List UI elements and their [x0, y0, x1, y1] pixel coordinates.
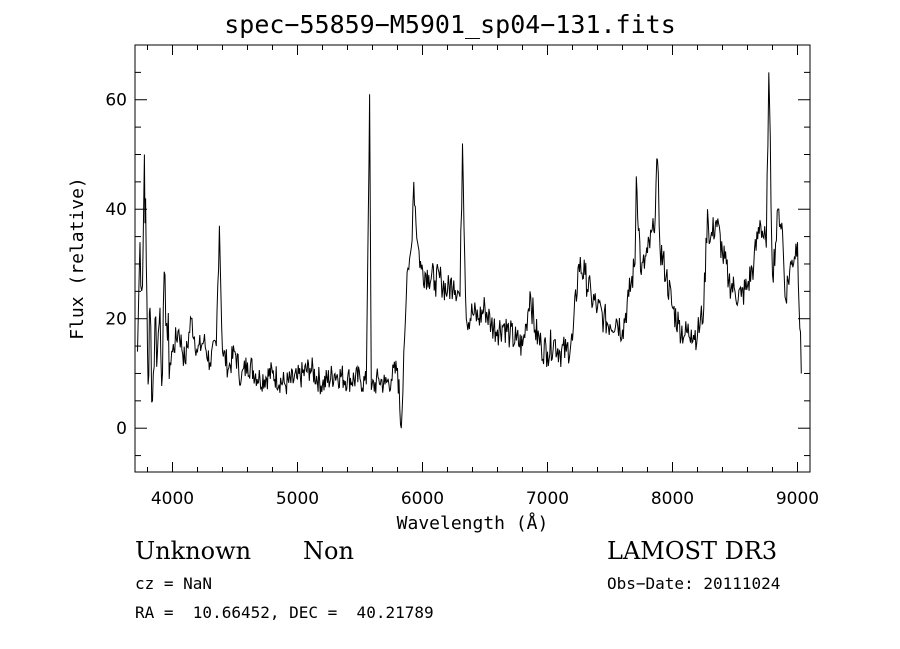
y-tick-label-2: 40: [105, 200, 127, 220]
x-tick-label-2: 6000: [401, 489, 444, 509]
ra-dec-label: RA = 10.66452, DEC = 40.21789: [135, 603, 434, 622]
y-axis-label: Flux (relative): [67, 177, 88, 340]
plot-frame: [134, 44, 811, 473]
y-tick-label-1: 20: [105, 310, 127, 330]
spectrum-line: [137, 72, 802, 429]
x-tick-label-1: 5000: [276, 489, 319, 509]
survey-label: LAMOST DR3: [607, 537, 778, 565]
y-tick-label-0: 0: [116, 419, 127, 439]
object-class-label: Unknown: [135, 537, 252, 565]
chart-title: spec−55859−M5901_sp04−131.fits: [224, 10, 676, 39]
redshift-cz-label: cz = NaN: [135, 574, 213, 593]
x-axis-label: Wavelength (Å): [397, 512, 549, 534]
y-tick-label-3: 60: [105, 91, 127, 111]
x-tick-label-4: 8000: [651, 489, 694, 509]
x-tick-label-5: 9000: [776, 489, 819, 509]
obs-date-label: Obs−Date: 20111024: [607, 574, 781, 593]
x-tick-label-0: 4000: [151, 489, 194, 509]
object-subclass-label: Non: [303, 537, 354, 565]
x-tick-label-3: 7000: [526, 489, 569, 509]
plot-area: 4000 5000 6000 7000 8000 9000 0 20 40 60 Wavelengt…: [67, 44, 819, 534]
